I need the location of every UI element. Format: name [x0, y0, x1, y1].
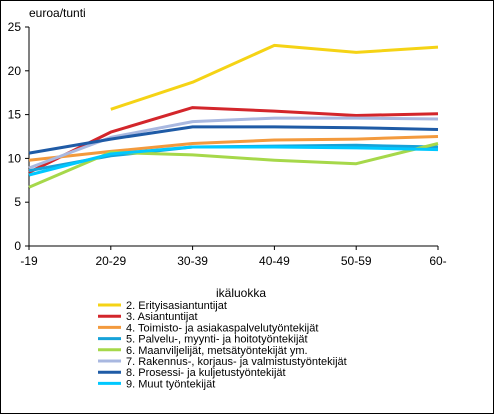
y-tick-label: 5: [14, 195, 21, 209]
legend-label: 5. Palvelu-, myynti- ja hoitotyöntekijät: [126, 334, 308, 346]
y-tick-label: 20: [8, 64, 22, 78]
legend-label: 7. Rakennus-, korjaus- ja valmistustyönt…: [126, 356, 347, 368]
legend-label: 6. Maanviljelijät, metsätyöntekijät ym.: [126, 345, 308, 357]
legend-label: 9. Muut työntekijät: [126, 378, 215, 390]
x-tick-label: 50-59: [341, 254, 372, 268]
x-tick-label: 30-39: [177, 254, 208, 268]
series-lines: [28, 43, 439, 189]
legend-label: 2. Erityisasiantuntijat: [126, 300, 227, 312]
series-line-5: [28, 142, 439, 189]
series-line-2: [28, 106, 439, 174]
x-tick-label: 20-29: [95, 254, 126, 268]
series-line-8: [28, 145, 439, 177]
legend-label: 8. Prosessi- ja kuljetustyöntekijät: [126, 367, 286, 379]
x-tick-label: 60-: [429, 254, 446, 268]
x-axis-label: ikäluokka: [216, 286, 266, 300]
y-tick-label: 10: [8, 151, 22, 165]
series-line-7: [28, 125, 439, 155]
y-tick-label: 25: [8, 20, 22, 34]
y-axis-label: euroa/tunti: [29, 6, 86, 20]
x-tick-label: -19: [20, 254, 38, 268]
series-line-3: [28, 135, 439, 162]
legend-label: 3. Asiantuntijat: [126, 311, 198, 323]
y-tick-label: 0: [14, 239, 21, 253]
legend-label: 4. Toimisto- ja asiakaspalvelutyöntekijä…: [126, 322, 318, 334]
axes: 0 5 10 15 20 25 -19 20-29 30-39 40-49 50-59 60-: [8, 20, 447, 268]
x-tick-label: 40-49: [259, 254, 290, 268]
y-tick-label: 15: [8, 108, 22, 122]
series-line-1: [110, 43, 439, 111]
